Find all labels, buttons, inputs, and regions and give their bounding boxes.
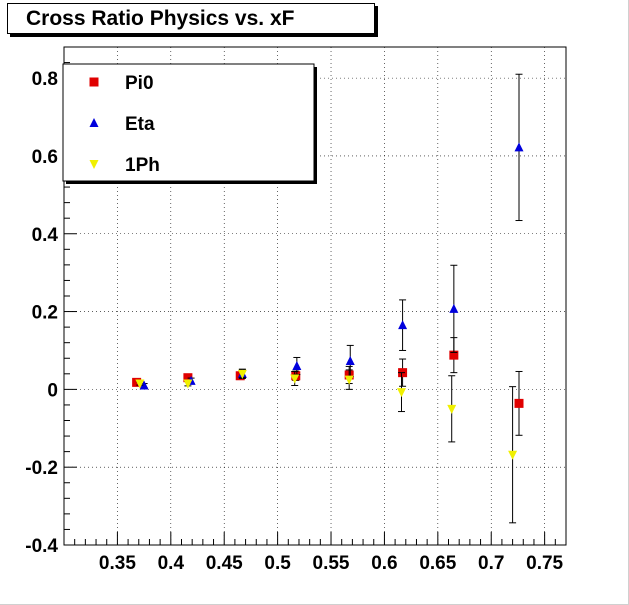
eta-point [345,355,355,365]
y-tick-label: 0.6 [32,147,58,168]
1ph-point [135,379,145,389]
chart-title: Cross Ratio Physics vs. xF [7,3,375,34]
x-tick-label: 0.65 [419,553,456,574]
x-tick-label: 0.5 [264,553,291,574]
legend-pi0-label: Pi0 [125,73,154,94]
x-tick-label: 0.45 [206,553,243,574]
x-tick-label: 0.55 [313,553,350,574]
1ph-point [344,375,354,385]
y-tick-label: -0.4 [25,536,58,557]
1ph-point [183,379,193,389]
legend-eta-label: Eta [125,114,155,135]
eta-point [398,320,408,330]
legend-pi0-marker [89,77,99,87]
eta-point [449,303,459,313]
1ph-point [447,404,457,414]
y-tick-label: 0 [47,380,58,401]
legend-1ph-label: 1Ph [125,155,160,176]
pi0-point [449,350,459,360]
1ph-point [290,374,300,384]
pi0-point [514,398,524,408]
y-tick-label: 0.4 [32,225,59,246]
x-tick-label: 0.6 [371,553,397,574]
x-tick-label: 0.7 [478,553,504,574]
legend-1ph-marker [89,160,99,169]
legend-eta-marker [89,118,99,127]
1ph-point [397,388,407,398]
legend-box [62,63,315,182]
eta-point [292,361,302,371]
y-tick-label: 0.2 [32,303,58,324]
y-tick-label: 0.8 [32,69,58,90]
eta-point [139,380,149,390]
1ph-point [237,369,247,379]
x-tick-label: 0.75 [526,553,563,574]
x-tick-label: 0.4 [158,553,185,574]
1ph-point [508,450,518,460]
y-tick-label: -0.2 [25,458,58,479]
eta-point [514,142,524,152]
x-tick-label: 0.35 [99,553,136,574]
